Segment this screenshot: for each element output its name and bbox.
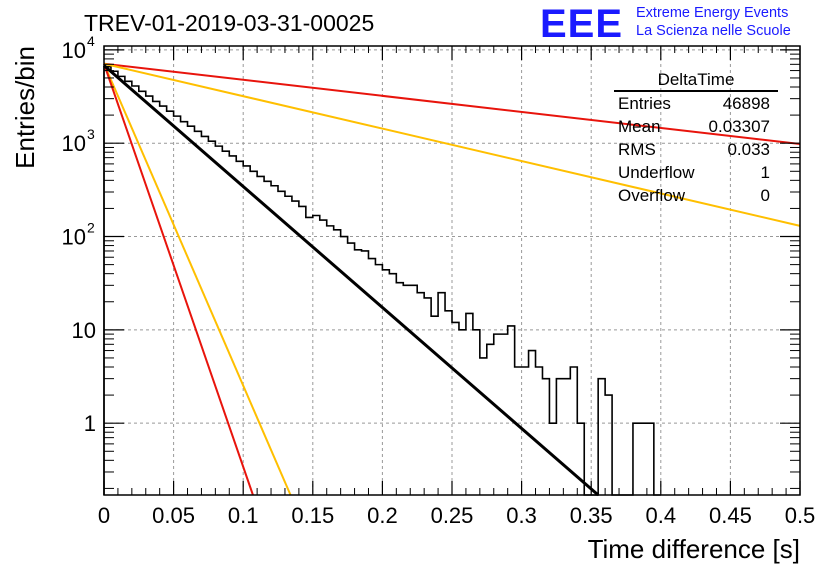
- x-tick-label: 0.2: [367, 503, 398, 528]
- x-tick-label: 0.1: [228, 503, 259, 528]
- stats-row-entries: Entries 46898: [612, 92, 778, 115]
- logo-line-1: Extreme Energy Events: [636, 5, 789, 21]
- y-tick-label: 10: [72, 318, 96, 343]
- stats-box-title: DeltaTime: [614, 70, 778, 92]
- x-tick-label: 0.45: [709, 503, 752, 528]
- x-tick-label: 0.35: [570, 503, 613, 528]
- reference-line-red-3: [103, 63, 254, 496]
- stats-value: 0: [760, 186, 770, 205]
- stats-value: 0.03307: [708, 117, 770, 136]
- y-tick-exponent: 2: [87, 220, 95, 236]
- eee-logo: EEE: [540, 2, 624, 46]
- stats-value: 1: [760, 163, 770, 182]
- series-layer: [103, 62, 801, 497]
- y-tick-exponent: 4: [87, 33, 95, 49]
- x-tick-label: 0: [98, 503, 110, 528]
- y-tick-label: 10: [62, 131, 86, 156]
- x-tick-labels: 0 0.05 0.1 0.15 0.2 0.25 0.3 0.35 0.4 0.45 0.5: [98, 503, 815, 528]
- x-tick-label: 0.25: [431, 503, 474, 528]
- histogram-layer: [103, 65, 661, 496]
- stats-box: DeltaTime Entries 46898 Mean 0.03307 RMS…: [612, 70, 778, 207]
- y-tick-label: 10: [62, 38, 86, 63]
- stats-label: Overflow: [618, 186, 686, 205]
- stats-value: 46898: [722, 94, 770, 113]
- y-tick-exponent: 3: [87, 126, 95, 142]
- chart-title: TREV-01-2019-03-31-00025: [84, 10, 375, 36]
- logo-caption: Extreme Energy Events La Scienza nelle S…: [636, 4, 791, 40]
- x-tick-label: 0.4: [646, 503, 677, 528]
- reference-line-yellow-2: [103, 63, 292, 496]
- histogram-deltatime: [103, 65, 661, 496]
- x-tick-label: 0.5: [785, 503, 816, 528]
- stats-label: RMS: [618, 140, 656, 159]
- x-axis-label: Time difference [s]: [588, 534, 800, 564]
- stats-label: Entries: [618, 94, 671, 113]
- stats-row-overflow: Overflow 0: [612, 184, 778, 207]
- axis-ticks: [103, 46, 801, 495]
- x-tick-label: 0.15: [291, 503, 334, 528]
- stats-row-underflow: Underflow 1: [612, 161, 778, 184]
- logo-line-2: La Scienza nelle Scuole: [636, 23, 791, 39]
- stats-row-rms: RMS 0.033: [612, 138, 778, 161]
- exponential-fit-line: [103, 64, 600, 497]
- x-tick-label: 0.05: [152, 503, 195, 528]
- y-axis-label: Entries/bin: [10, 46, 40, 169]
- stats-value: 0.033: [727, 140, 770, 159]
- stats-row-mean: Mean 0.03307: [612, 115, 778, 138]
- y-tick-label: 10: [62, 225, 86, 250]
- x-tick-label: 0.3: [506, 503, 537, 528]
- reference-line-yellow-1: [103, 62, 801, 227]
- y-tick-label: 1: [84, 411, 96, 436]
- reference-line-red-0: [103, 62, 801, 146]
- stats-label: Mean: [618, 117, 661, 136]
- stats-label: Underflow: [618, 163, 695, 182]
